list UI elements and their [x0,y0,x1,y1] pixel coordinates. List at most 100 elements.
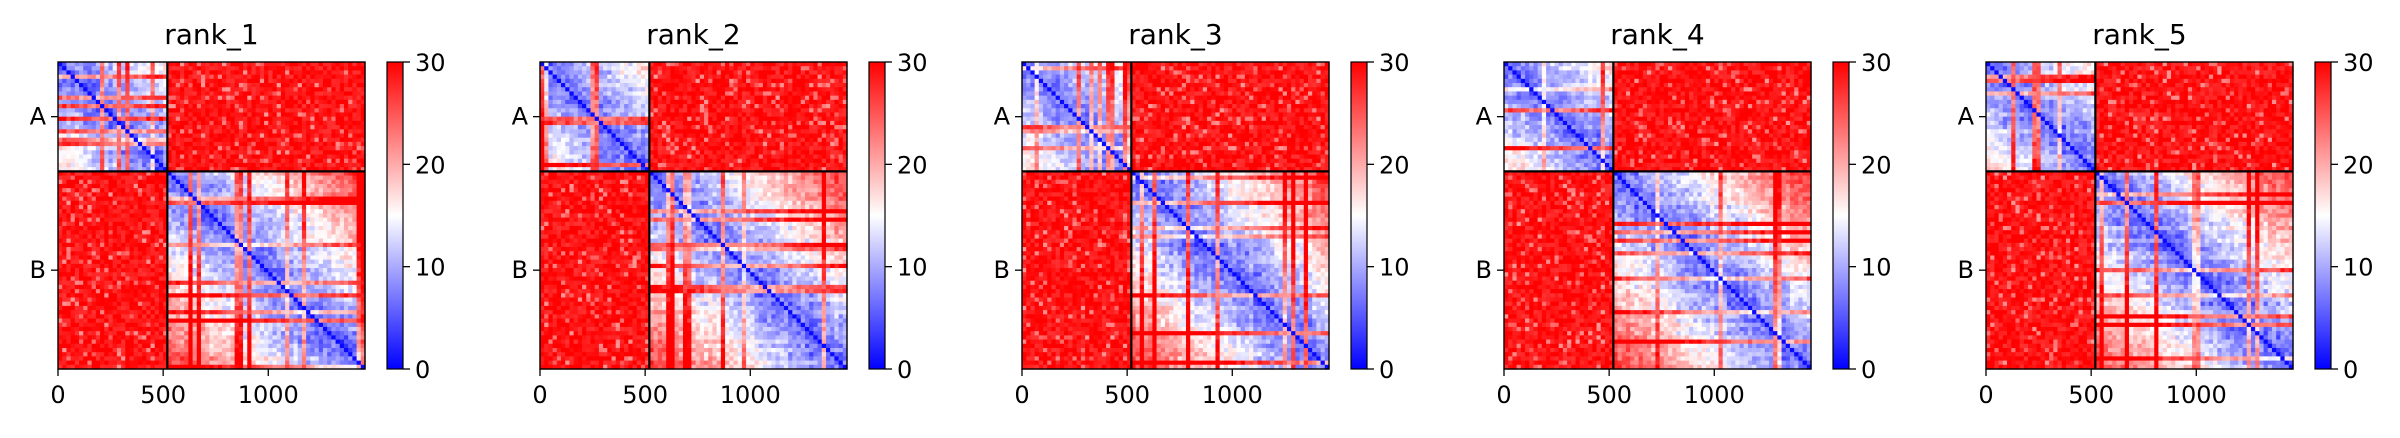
heatmap-cell [277,100,282,105]
heatmap-cell [151,91,156,96]
heatmap-cell [188,268,193,273]
heatmap-cell [272,260,277,265]
heatmap-cell [340,108,345,113]
heatmap-cell [226,323,231,328]
heatmap-cell [117,276,122,281]
heatmap-cell [226,91,231,96]
heatmap-cell [117,159,122,164]
heatmap-cell [214,213,219,218]
heatmap-cell [247,302,252,307]
heatmap-cell [159,125,164,130]
heatmap-cell [327,150,332,155]
heatmap-cell [184,146,189,151]
heatmap-cell [352,197,357,202]
heatmap-cell [340,298,345,303]
heatmap-cell [71,272,76,277]
heatmap-cell [302,188,307,193]
heatmap-cell [113,112,118,117]
heatmap-cell [327,176,332,181]
heatmap-cell [319,163,324,168]
heatmap-cell [214,129,219,134]
heatmap-cell [58,188,63,193]
heatmap-cell [214,75,219,80]
heatmap-cell [285,96,290,101]
heatmap-cell [100,117,105,122]
heatmap-cell [235,96,240,101]
heatmap-cell [193,197,198,202]
heatmap-cell [197,213,202,218]
heatmap-cell [159,192,164,197]
heatmap-cell [201,91,206,96]
heatmap-cell [100,159,105,164]
heatmap-cell [294,264,299,269]
heatmap-cell [108,100,113,105]
heatmap-cell [310,201,315,206]
heatmap-cell [205,260,210,265]
heatmap-cell [129,285,134,290]
heatmap-cell [75,129,80,134]
heatmap-cell [340,319,345,324]
heatmap-cell [87,344,92,349]
heatmap-cell [281,344,286,349]
heatmap-cell [226,234,231,239]
heatmap-cell [201,276,206,281]
heatmap-cell [121,272,126,277]
heatmap-cell [306,222,311,227]
heatmap-cell [319,239,324,244]
heatmap-cell [113,91,118,96]
heatmap-cell [264,331,269,336]
heatmap-cell [87,75,92,80]
heatmap-cell [79,155,84,160]
heatmap-cell [310,62,315,67]
heatmap-cell [209,281,214,286]
heatmap-cell [285,176,290,181]
heatmap-cell [184,323,189,328]
heatmap-cell [62,260,67,265]
heatmap-cell [268,96,273,101]
heatmap-cell [344,268,349,273]
heatmap-cell [146,91,151,96]
heatmap-cell [247,188,252,193]
heatmap-cell [331,205,336,210]
heatmap-cell [251,87,256,92]
heatmap-cell [193,260,198,265]
heatmap-cell [201,197,206,202]
heatmap-cell [264,239,269,244]
heatmap-cell [226,87,231,92]
heatmap-cell [251,293,256,298]
heatmap-cell [151,230,156,235]
heatmap-cell [151,289,156,294]
heatmap-cell [138,133,143,138]
heatmap-cell [264,285,269,290]
heatmap-cell [239,104,244,109]
heatmap-cell [172,281,177,286]
heatmap-cell [315,184,320,189]
heatmap-cell [323,125,328,130]
heatmap-cell [306,281,311,286]
heatmap-cell [176,255,181,260]
heatmap-cell [298,176,303,181]
heatmap-cell [87,159,92,164]
heatmap-cell [298,150,303,155]
heatmap-cell [188,285,193,290]
heatmap-cell [180,344,185,349]
heatmap-cell [193,121,198,126]
heatmap-cell [319,91,324,96]
heatmap-cell [184,129,189,134]
heatmap-cell [129,306,134,311]
heatmap-cell [272,331,277,336]
heatmap-cell [272,310,277,315]
heatmap-cell [125,222,130,227]
heatmap-cell [180,264,185,269]
heatmap-cell [155,129,160,134]
heatmap-cell [117,255,122,260]
heatmap-cell [58,79,63,84]
heatmap-cell [134,335,139,340]
heatmap-cell [357,83,362,88]
heatmap-cell [218,319,223,324]
heatmap-cell [205,302,210,307]
heatmap-cell [247,285,252,290]
heatmap-cell [352,281,357,286]
heatmap-cell [357,289,362,294]
heatmap-cell [264,276,269,281]
